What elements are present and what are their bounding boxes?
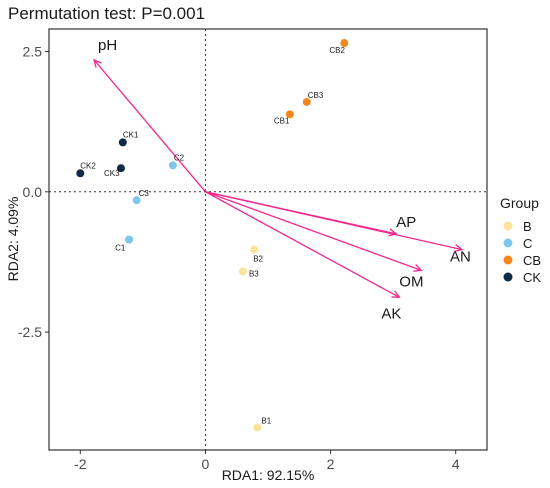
point-c3 [132, 196, 141, 205]
vector-ph [93, 59, 206, 193]
point-label-c2: C2 [174, 153, 185, 162]
chart-title: Permutation test: P=0.001 [8, 4, 205, 23]
legend-title: Group [500, 195, 539, 211]
vector-om [205, 191, 422, 271]
point-b2 [250, 245, 259, 254]
point-label-c1: C1 [115, 244, 126, 253]
x-tick-label: 4 [452, 456, 460, 472]
legend-label-b: B [523, 219, 532, 234]
vector-label-an: AN [450, 249, 471, 266]
vector-arrowhead [413, 264, 423, 272]
vector-arrowhead [454, 244, 464, 253]
y-tick-label: -2.5 [18, 324, 42, 340]
x-tick-label: -2 [74, 456, 87, 472]
legend-label-ck: CK [523, 270, 541, 285]
point-c1 [125, 235, 134, 244]
legend-swatch-c [503, 238, 513, 248]
point-cb1 [285, 110, 294, 119]
point-label-c3: C3 [139, 189, 150, 198]
x-tick-label: 0 [202, 456, 210, 472]
environment-vectors: pH AP AN OM AK [93, 37, 471, 322]
legend: Group BC CB CK [500, 195, 541, 285]
legend-label-c: C [523, 236, 532, 251]
point-label-ck2: CK2 [80, 161, 96, 170]
y-axis-ticks: 2.5 0.0 -2.5 [18, 43, 49, 340]
y-tick-label: 2.5 [23, 43, 43, 59]
sample-points: B1 B2 B3 C1 C2 C3 CB1 CB2 CB3 CK1 CK2 CK3 [76, 39, 349, 432]
legend-swatch-b [503, 221, 513, 231]
point-b3 [238, 267, 247, 276]
point-label-ck3: CK3 [104, 169, 120, 178]
legend-label-cb: CB [523, 253, 541, 268]
vector-label-ap: AP [396, 214, 416, 231]
vector-ak [205, 191, 400, 298]
y-axis-label: RDA2: 4.09% [5, 197, 21, 282]
legend-swatch-cb [503, 255, 513, 265]
x-tick-label: 2 [327, 456, 335, 472]
point-cb3 [302, 97, 311, 106]
point-ck2 [76, 169, 85, 178]
point-ck3 [116, 164, 125, 173]
vector-an [205, 191, 463, 251]
point-b1 [253, 423, 262, 432]
point-c2 [168, 161, 177, 170]
point-label-cb3: CB3 [308, 91, 324, 100]
y-tick-label: 0.0 [23, 184, 43, 200]
point-label-b2: B2 [253, 255, 263, 264]
vector-arrowhead [388, 228, 398, 237]
point-ck1 [118, 138, 127, 147]
point-label-ck1: CK1 [123, 130, 139, 139]
vector-label-ak: AK [381, 305, 401, 322]
legend-swatch-ck [503, 272, 513, 282]
point-label-b3: B3 [249, 269, 259, 278]
x-axis-label: RDA1: 92.15% [222, 467, 315, 483]
point-label-b1: B1 [261, 417, 271, 426]
x-axis-ticks: -2 0 2 4 [74, 450, 460, 472]
vector-label-ph: pH [98, 37, 117, 54]
vector-arrowhead [93, 58, 102, 68]
point-label-cb1: CB1 [274, 116, 290, 125]
vector-label-om: OM [399, 273, 423, 290]
point-cb2 [340, 39, 349, 48]
point-label-cb2: CB2 [329, 46, 345, 55]
vector-arrowhead [391, 290, 401, 299]
plot-panel [48, 28, 488, 451]
